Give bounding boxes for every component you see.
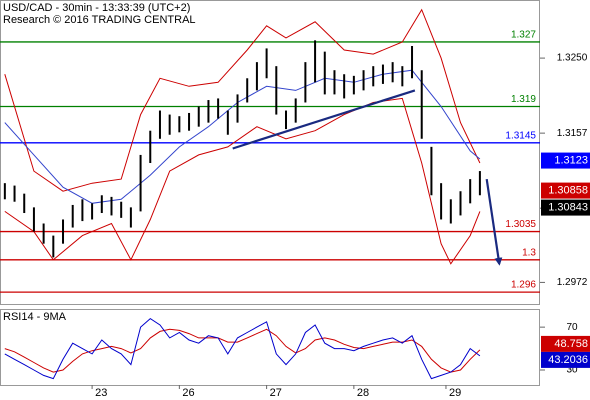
x-tick-label: 23 [95, 387, 107, 399]
price-marker-label: 1.30858 [548, 184, 588, 196]
price-marker-label: 1.3123 [554, 154, 588, 166]
value-box-label: 43.2036 [548, 354, 588, 366]
level-label: 1.319 [511, 94, 536, 105]
value-box [541, 351, 590, 368]
x-tick-label: 28 [357, 387, 369, 399]
price-marker [541, 182, 590, 199]
overlay-line [4, 97, 481, 265]
value-box [541, 335, 590, 352]
x-tick-label: 26 [182, 387, 194, 399]
y-tick-label: 1.3250 [557, 53, 588, 64]
rsi-panel [0, 309, 540, 386]
x-tick-label: 27 [270, 387, 282, 399]
level-label: 1.3 [522, 247, 536, 258]
trendline [485, 178, 503, 266]
y-tick-label: 1.2972 [557, 277, 588, 288]
price-panel [0, 0, 540, 305]
trendline [232, 89, 416, 150]
level-label: 1.296 [511, 280, 536, 291]
chart-subtitle: Research © 2016 TRADING CENTRAL [3, 14, 196, 26]
level-label: 1.3035 [505, 219, 536, 230]
y-tick-label: 70 [566, 322, 578, 333]
y-tick-label: 30 [566, 365, 578, 376]
price-marker [541, 152, 590, 169]
y-tick-label: 1.3157 [557, 128, 588, 139]
overlay-line [4, 8, 481, 192]
x-tick-label: 29 [449, 387, 461, 399]
level-label: 1.3145 [505, 130, 536, 141]
value-box-label: 48.758 [554, 338, 588, 350]
price-marker [541, 199, 590, 216]
chart-title: USD/CAD - 30min - 13:33:39 (UTC+2) [3, 2, 190, 14]
rsi-title: RSI14 - 9MA [3, 311, 67, 323]
overlay-line [4, 69, 481, 204]
level-label: 1.327 [511, 30, 536, 41]
rsi-line [4, 317, 481, 380]
price-marker-label: 1.30843 [548, 201, 588, 213]
